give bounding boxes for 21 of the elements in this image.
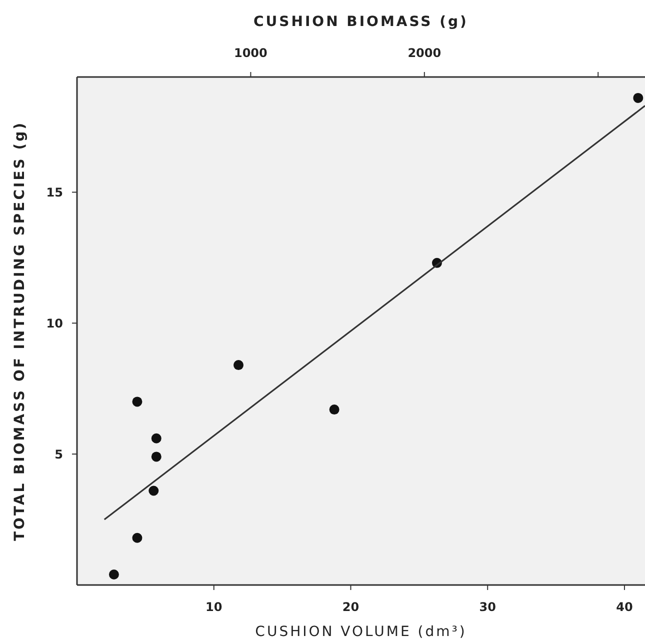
x2-tick-label: 1000 bbox=[234, 46, 268, 60]
x-tick-label: 30 bbox=[479, 600, 496, 614]
point bbox=[329, 404, 340, 415]
x-tick-label: 10 bbox=[206, 600, 222, 614]
point bbox=[132, 532, 142, 543]
x-tick-label: 40 bbox=[616, 600, 633, 614]
y-axis-title: TOTAL BIOMASS OF INTRUDING SPECIES (g) bbox=[12, 120, 28, 542]
y-tick-label: 5 bbox=[54, 447, 63, 462]
point bbox=[633, 92, 644, 103]
x2-tick-label: 2000 bbox=[408, 46, 442, 60]
x2-axis-title: CUSHION BIOMASS (g) bbox=[254, 14, 468, 30]
y-tick-label: 15 bbox=[46, 185, 63, 200]
point bbox=[151, 452, 162, 462]
point bbox=[108, 570, 119, 580]
point bbox=[151, 433, 162, 444]
point bbox=[148, 486, 159, 496]
y-tick-label: 10 bbox=[46, 316, 63, 330]
point bbox=[234, 360, 244, 370]
point bbox=[132, 396, 142, 407]
x-tick-label: 20 bbox=[342, 600, 360, 614]
x-axis-title: CUSHION VOLUME (dm³) bbox=[255, 624, 467, 640]
